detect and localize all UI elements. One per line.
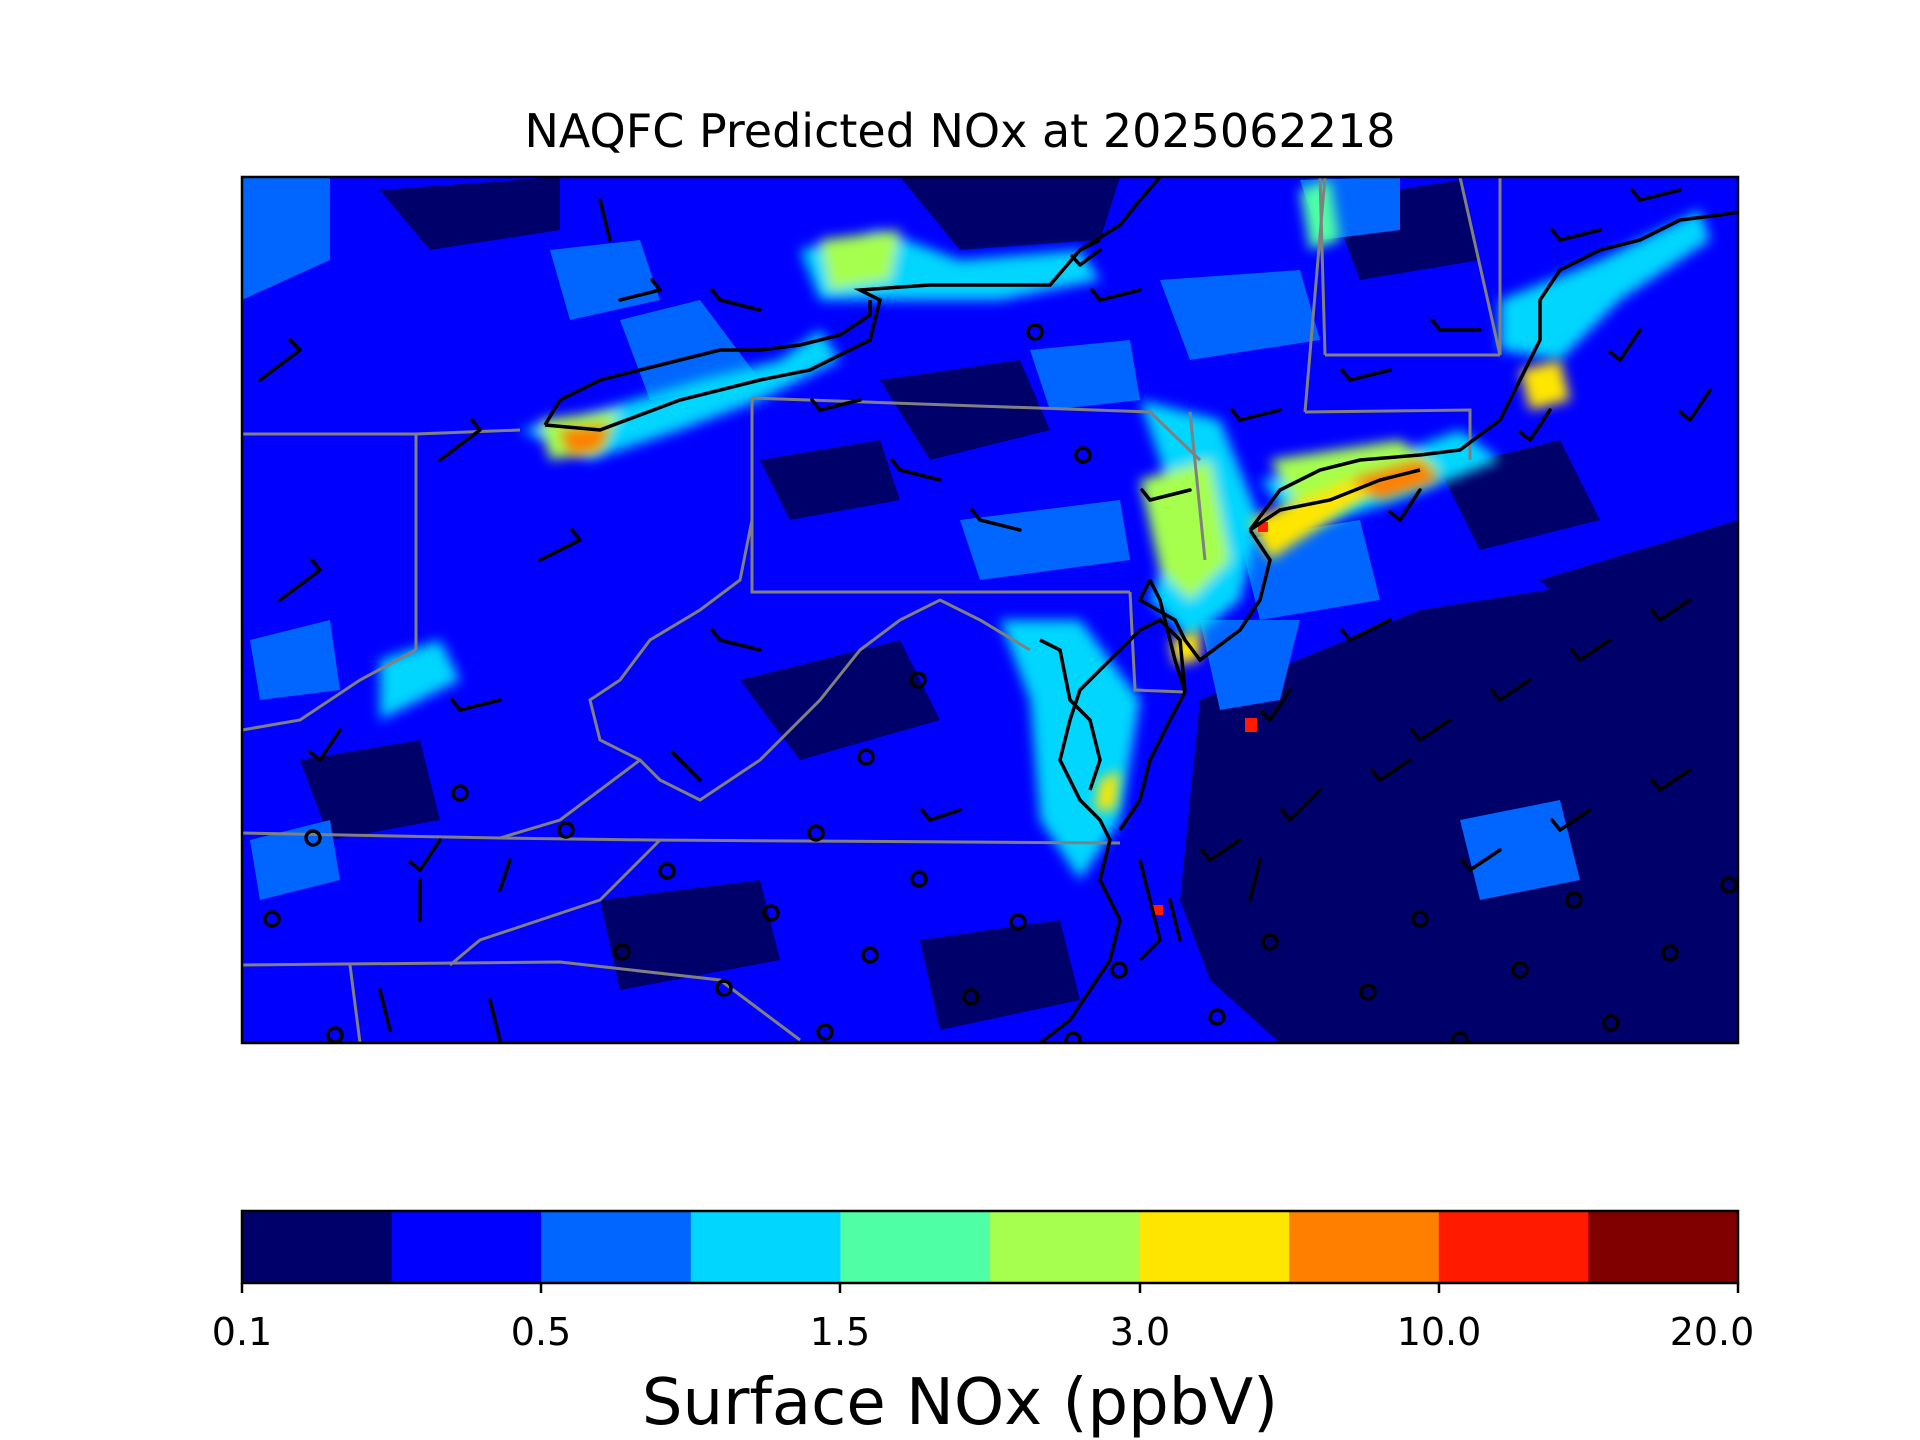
- colorbar-swatch: [391, 1211, 542, 1283]
- colorbar-tick-label: 10.0: [1396, 1310, 1482, 1354]
- colorbar-swatch: [1289, 1211, 1440, 1283]
- colorbar-swatch: [840, 1211, 991, 1283]
- colorbar-swatch: [541, 1211, 692, 1283]
- colorbar-swatch: [1588, 1211, 1739, 1283]
- hotspot-norfolk: [1153, 905, 1163, 915]
- colorbar-swatch: [242, 1211, 393, 1283]
- concentration-field: [242, 177, 1738, 1043]
- state-borders: [242, 177, 1502, 1043]
- hotspot-nyc: [1258, 522, 1268, 532]
- coastlines: [543, 177, 1738, 1043]
- colorbar-swatch: [1438, 1211, 1589, 1283]
- wind-barbs: [258, 188, 1712, 1042]
- colorbar-swatch: [1139, 1211, 1290, 1283]
- colorbar-ticks: [240, 1283, 1740, 1293]
- colorbar-tick-label: 0.5: [510, 1310, 572, 1354]
- urban-corridor: [560, 360, 1570, 810]
- colorbar-tick-label: 20.0: [1669, 1310, 1755, 1354]
- colorbar-tick-label: 3.0: [1109, 1310, 1171, 1354]
- map-title: NAQFC Predicted NOx at 2025062218: [524, 104, 1396, 158]
- colorbar-label: Surface NOx (ppbV): [641, 1366, 1279, 1440]
- colorbar-swatch: [690, 1211, 841, 1283]
- colorbar-swatch: [990, 1211, 1141, 1283]
- colorbar-tick-label: 1.5: [809, 1310, 871, 1354]
- calm-circles: [263, 323, 1738, 1043]
- hotspot-offshore: [1245, 718, 1257, 732]
- colorbar-tick-label: 0.1: [211, 1310, 273, 1354]
- colorbar: [242, 1211, 1739, 1283]
- map-frame: [240, 175, 1740, 1045]
- colorbar-frame: [240, 1209, 1740, 1285]
